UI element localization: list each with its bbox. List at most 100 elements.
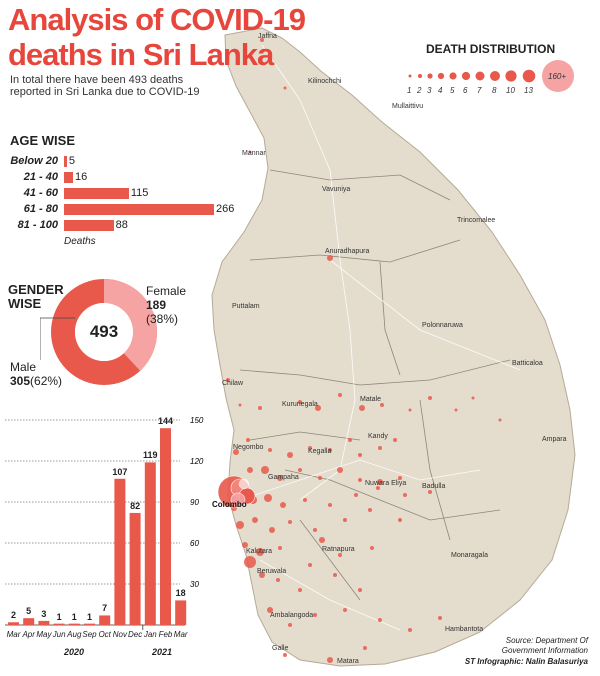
- town-label: Ambalangoda: [270, 612, 314, 619]
- age-group-label: 81 - 100: [17, 219, 58, 231]
- bar-value: 1: [71, 611, 77, 622]
- age-value: 16: [75, 171, 88, 183]
- death-dot: [303, 498, 307, 502]
- town-label: Kandy: [368, 433, 388, 440]
- death-dot: [313, 613, 317, 617]
- death-dot: [428, 490, 432, 494]
- town-label: Anuradhapura: [325, 248, 370, 255]
- legend-size-4: 4: [438, 86, 443, 95]
- age-title: AGE WISE: [10, 133, 76, 148]
- month-bar: [144, 462, 156, 625]
- gender-donut: [40, 279, 157, 385]
- death-dot: [259, 572, 265, 578]
- age-group-label: 21 - 40: [23, 171, 58, 183]
- town-label: Ratnapura: [322, 546, 355, 553]
- death-dot: [267, 607, 273, 613]
- bar-value: 119: [143, 450, 158, 461]
- month-bar: [8, 622, 19, 625]
- death-dot: [246, 438, 250, 442]
- town-label: Vavuniya: [322, 186, 351, 193]
- month-bar: [84, 623, 95, 625]
- death-dot: [287, 452, 293, 458]
- legend-size-13: 13: [524, 86, 533, 95]
- death-dot: [378, 618, 382, 622]
- town-label: Matara: [337, 658, 359, 665]
- legend-size-10: 10: [506, 86, 515, 95]
- death-dot: [283, 86, 287, 90]
- death-dot: [338, 553, 342, 557]
- month-bar: [38, 620, 50, 625]
- death-dot: [298, 400, 302, 404]
- death-dot: [264, 494, 272, 502]
- death-dot: [308, 446, 312, 450]
- death-dot: [358, 588, 362, 592]
- month-bar: [129, 512, 141, 625]
- year-2021: 2021: [152, 647, 173, 657]
- death-dots: [217, 38, 502, 663]
- death-dot: [363, 646, 367, 650]
- death-dot: [333, 573, 337, 577]
- death-dot: [288, 520, 292, 524]
- month-bar: [68, 623, 80, 625]
- death-dot: [236, 521, 244, 529]
- death-dot: [308, 563, 312, 567]
- bar-value: 18: [175, 588, 186, 599]
- age-bar: [64, 188, 129, 199]
- death-dot: [319, 537, 325, 543]
- province-borders: [239, 169, 511, 601]
- month-label: Mar: [173, 630, 188, 639]
- legend-circles: [408, 60, 574, 92]
- y-tick-label: 120: [190, 457, 204, 466]
- town-label: Hambantota: [445, 626, 484, 633]
- death-dot: [428, 396, 432, 400]
- death-dot: [328, 448, 332, 452]
- island-outline: [211, 27, 576, 667]
- town-label: Trincomalee: [457, 217, 496, 224]
- town-label: Batticaloa: [512, 360, 543, 367]
- month-label: Mar: [6, 630, 21, 639]
- month-label: Sep: [82, 630, 97, 639]
- death-dot: [370, 546, 374, 550]
- death-dot: [408, 408, 412, 412]
- age-value: 88: [115, 219, 128, 231]
- female-arc: [51, 279, 157, 385]
- monthly-chart: 30 60 90 120 150: [5, 416, 204, 630]
- gender-total: 493: [89, 322, 119, 341]
- town-label: Badulla: [422, 483, 446, 490]
- death-dot: [343, 518, 347, 522]
- death-dot: [498, 418, 502, 422]
- death-dot: [233, 449, 239, 455]
- age-caption: Deaths: [64, 236, 96, 247]
- town-label: Kurunegala: [282, 401, 318, 408]
- death-dot: [438, 616, 442, 620]
- legend-size-160: 160+: [548, 72, 567, 81]
- age-value: 5: [68, 155, 75, 167]
- death-dot: [408, 628, 412, 632]
- death-dot: [343, 608, 347, 612]
- death-dot: [348, 438, 352, 442]
- legend-size-7: 7: [477, 86, 482, 95]
- colombo-cluster: [238, 478, 250, 490]
- town-label: Mullaittivu: [392, 103, 424, 110]
- death-dot: [248, 150, 252, 154]
- colombo-cluster: [230, 492, 246, 508]
- source-note: Source: Department Of Government Informa…: [501, 636, 588, 655]
- death-dot: [260, 38, 264, 42]
- bar-value: 107: [112, 466, 128, 477]
- death-dot: [318, 476, 322, 480]
- month-bar: [175, 600, 187, 625]
- death-dot: [276, 578, 280, 582]
- death-dot: [398, 518, 402, 522]
- y-tick-label: 90: [190, 498, 199, 507]
- female-label: Female 189 (38%): [146, 284, 187, 326]
- year-2020: 2020: [64, 647, 85, 657]
- age-bar: [64, 156, 67, 167]
- town-label: Kalutara: [246, 548, 273, 555]
- death-dot: [277, 475, 283, 481]
- gender-title: GENDER WISE: [8, 282, 64, 311]
- bar-value: 5: [26, 606, 32, 617]
- town-label: Mannar: [242, 150, 266, 157]
- legend-size-6: 6: [463, 86, 468, 95]
- death-dot: [354, 493, 358, 497]
- age-group-label: Below 20: [10, 155, 58, 167]
